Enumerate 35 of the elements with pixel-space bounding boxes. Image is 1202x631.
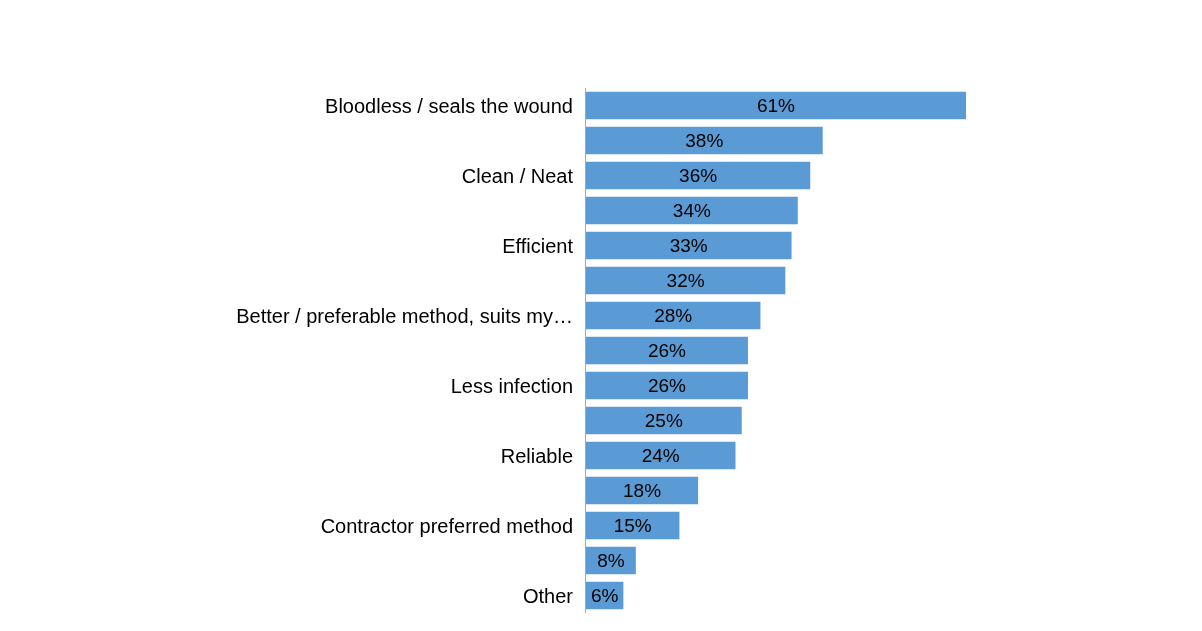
data-label: 28%	[654, 305, 693, 326]
data-label: 25%	[644, 410, 683, 431]
data-label: 34%	[672, 200, 711, 221]
y-tick-label: Other	[522, 584, 574, 607]
bar	[586, 196, 798, 225]
data-label: 33%	[669, 235, 708, 256]
bar	[586, 301, 761, 330]
data-label: 38%	[685, 130, 724, 151]
bar	[586, 336, 748, 365]
data-label: 26%	[647, 340, 687, 361]
y-tick-label: Efficient	[502, 234, 574, 257]
y-tick-label: Clean / Neat	[461, 164, 574, 187]
bar	[586, 371, 748, 400]
data-label: 8%	[597, 550, 625, 571]
data-label: 32%	[666, 270, 705, 291]
data-label: 18%	[623, 480, 662, 501]
y-tick-label: Reliable	[500, 444, 573, 467]
bar	[586, 476, 699, 505]
data-label: 15%	[613, 515, 652, 536]
bar	[586, 161, 811, 190]
y-tick-label: Less infection	[450, 374, 573, 397]
data-label: 61%	[756, 95, 796, 116]
y-tick-label: Bloodless / seals the wound	[325, 94, 573, 117]
y-tick-label: Better / preferable method, suits my…	[236, 304, 573, 327]
data-label: 26%	[647, 375, 687, 396]
bar	[586, 91, 966, 120]
bar	[586, 441, 736, 470]
bar	[586, 266, 786, 295]
data-label: 6%	[590, 585, 619, 606]
bar	[586, 406, 742, 435]
data-label: 36%	[679, 165, 718, 186]
bar	[586, 231, 792, 260]
bar	[586, 126, 823, 155]
data-label: 24%	[641, 445, 680, 466]
y-tick-label: Contractor preferred method	[320, 514, 573, 537]
